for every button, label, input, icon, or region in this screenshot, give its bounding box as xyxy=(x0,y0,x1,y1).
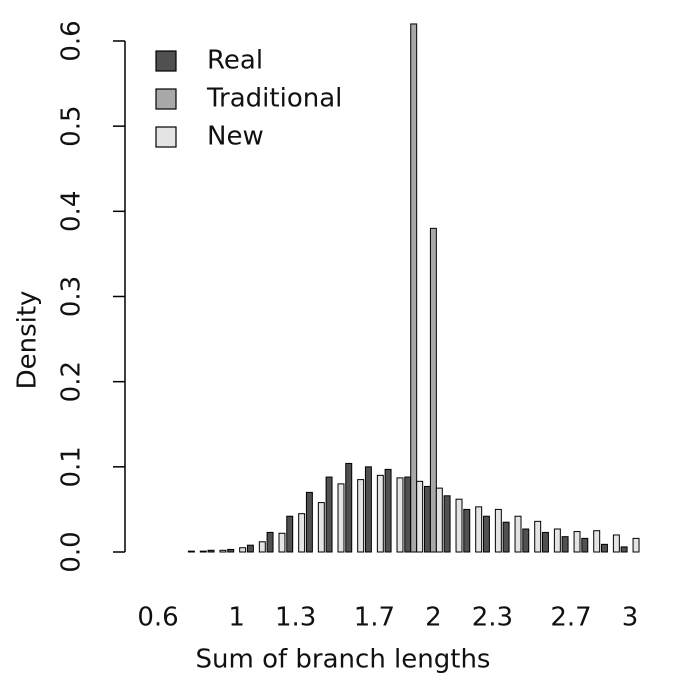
bar xyxy=(219,549,227,553)
bar xyxy=(187,550,195,553)
bar xyxy=(455,498,463,553)
x-tick-label: 3 xyxy=(622,603,639,633)
y-axis-label: Density xyxy=(13,291,43,390)
bar xyxy=(376,474,384,553)
bar xyxy=(423,485,431,553)
legend-swatch xyxy=(155,126,177,148)
legend-label: Traditional xyxy=(206,84,342,114)
x-tick-label: 0.6 xyxy=(137,603,178,633)
bar xyxy=(317,502,325,553)
bar xyxy=(410,23,418,553)
legend-label: New xyxy=(207,122,264,152)
bar xyxy=(278,532,286,553)
y-tick-label: 0.5 xyxy=(57,105,87,146)
bar xyxy=(612,534,620,553)
bar xyxy=(600,543,608,553)
bar xyxy=(298,513,306,553)
bar xyxy=(443,495,451,553)
bar xyxy=(384,468,392,553)
bar xyxy=(553,528,561,553)
x-tick-label: 1.7 xyxy=(354,603,395,633)
bar xyxy=(541,531,549,553)
bar xyxy=(534,520,542,553)
x-tick-label: 2.7 xyxy=(550,603,591,633)
bar xyxy=(246,544,254,553)
x-tick-label: 1 xyxy=(228,603,245,633)
bar xyxy=(239,547,247,553)
y-tick-label: 0.6 xyxy=(57,20,87,61)
bar xyxy=(561,536,569,553)
legend-swatch xyxy=(155,50,177,72)
bar xyxy=(514,515,522,553)
bar xyxy=(286,515,294,553)
bar xyxy=(573,531,581,553)
bar xyxy=(416,480,424,553)
bar xyxy=(494,508,502,553)
y-tick-label: 0.1 xyxy=(57,446,87,487)
bar xyxy=(435,487,443,553)
bar xyxy=(429,227,437,553)
bar xyxy=(258,541,266,553)
bar xyxy=(632,537,640,553)
bar xyxy=(364,466,372,553)
y-tick-label: 0.0 xyxy=(57,531,87,572)
y-tick-label: 0.2 xyxy=(57,361,87,402)
x-axis-label: Sum of branch lengths xyxy=(196,645,491,675)
bar xyxy=(207,549,215,553)
bar xyxy=(266,531,274,553)
legend-label: Real xyxy=(207,46,263,76)
bar xyxy=(581,537,589,553)
bar xyxy=(593,530,601,553)
bar xyxy=(325,476,333,553)
x-tick-label: 1.3 xyxy=(275,603,316,633)
bar xyxy=(396,477,404,553)
bar xyxy=(357,479,365,553)
bar xyxy=(463,508,471,553)
y-tick-label: 0.3 xyxy=(57,276,87,317)
bar xyxy=(475,506,483,553)
x-tick-label: 2 xyxy=(425,603,442,633)
bar xyxy=(345,462,353,553)
bar xyxy=(337,483,345,553)
legend-swatch xyxy=(155,88,177,110)
bar xyxy=(305,491,313,553)
y-tick-label: 0.4 xyxy=(57,191,87,232)
bar xyxy=(482,515,490,553)
bar xyxy=(502,521,510,553)
bar xyxy=(404,476,412,553)
bar xyxy=(199,550,207,553)
x-tick-label: 2.3 xyxy=(472,603,513,633)
bar xyxy=(227,548,235,553)
bar xyxy=(620,546,628,553)
bar xyxy=(522,528,530,553)
